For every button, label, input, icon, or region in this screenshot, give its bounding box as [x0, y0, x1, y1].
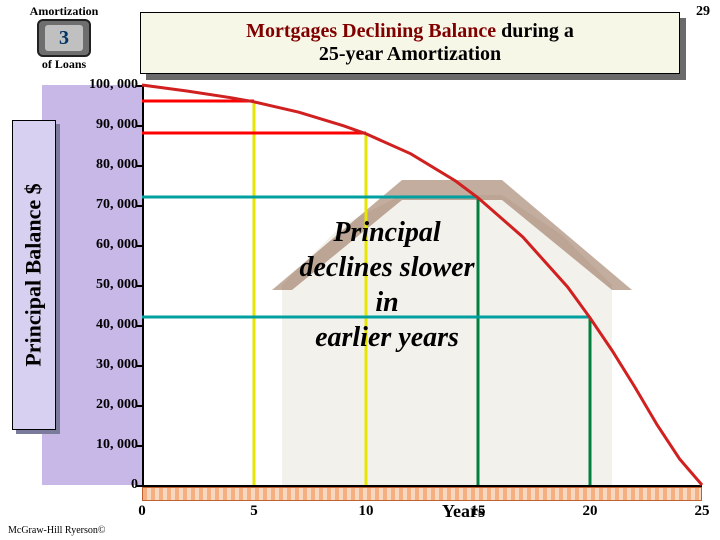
y-tick-mark: [136, 85, 142, 87]
y-tick-label: 70, 000: [64, 197, 138, 213]
y-tick-mark: [136, 245, 142, 247]
page-number: 29: [696, 4, 710, 20]
y-tick-mark: [136, 165, 142, 167]
y-tick-label: 90, 000: [64, 117, 138, 133]
y-tick-mark: [136, 125, 142, 127]
y-tick-mark: [136, 205, 142, 207]
copyright: McGraw-Hill Ryerson©: [8, 525, 105, 536]
y-tick-mark: [136, 445, 142, 447]
x-tick-label: 15: [471, 503, 486, 520]
annotation-text: Principaldeclines slowerinearlier years: [247, 215, 527, 355]
title-box: Mortgages Declining Balance during a25-y…: [140, 12, 680, 74]
y-tick-mark: [136, 285, 142, 287]
y-tick-label: 30, 000: [64, 357, 138, 373]
title-colored: Mortgages Declining Balance: [246, 20, 501, 42]
tv-number: 3: [45, 25, 83, 51]
chart-area: Principal Balance $ Principaldeclines sl…: [12, 85, 712, 505]
x-axis-ruler: [142, 487, 702, 501]
y-tick-label: 60, 000: [64, 237, 138, 253]
plot: Principaldeclines slowerinearlier years …: [142, 85, 702, 485]
y-tick-label: 40, 000: [64, 317, 138, 333]
topbar-label-bottom: of Loans: [4, 57, 124, 72]
y-tick-label: 80, 000: [64, 157, 138, 173]
title-text: Mortgages Declining Balance during a25-y…: [246, 20, 574, 66]
topbar: Amortization 3 of Loans: [4, 4, 124, 66]
y-tick-label: 100, 000: [64, 77, 138, 93]
y-tick-label: 20, 000: [64, 397, 138, 413]
y-axis-title: Principal Balance $: [21, 183, 47, 366]
x-tick-label: 10: [359, 503, 374, 520]
y-tick-mark: [136, 405, 142, 407]
y-tick-mark: [136, 325, 142, 327]
title-content: Mortgages Declining Balance during a25-y…: [140, 12, 680, 74]
y-tick-mark: [136, 485, 142, 487]
y-tick-label: 0: [64, 477, 138, 493]
y-tick-label: 10, 000: [64, 437, 138, 453]
x-tick-label: 5: [250, 503, 258, 520]
slide: 29 Amortization 3 of Loans Mortgages Dec…: [0, 0, 720, 540]
y-tick-label: 50, 000: [64, 277, 138, 293]
x-tick-label: 0: [138, 503, 146, 520]
y-tick-mark: [136, 365, 142, 367]
topbar-label-top: Amortization: [4, 4, 124, 19]
tv-icon: 3: [37, 19, 91, 57]
x-tick-label: 25: [695, 503, 710, 520]
y-axis-title-box: Principal Balance $: [12, 120, 56, 430]
x-tick-label: 20: [583, 503, 598, 520]
